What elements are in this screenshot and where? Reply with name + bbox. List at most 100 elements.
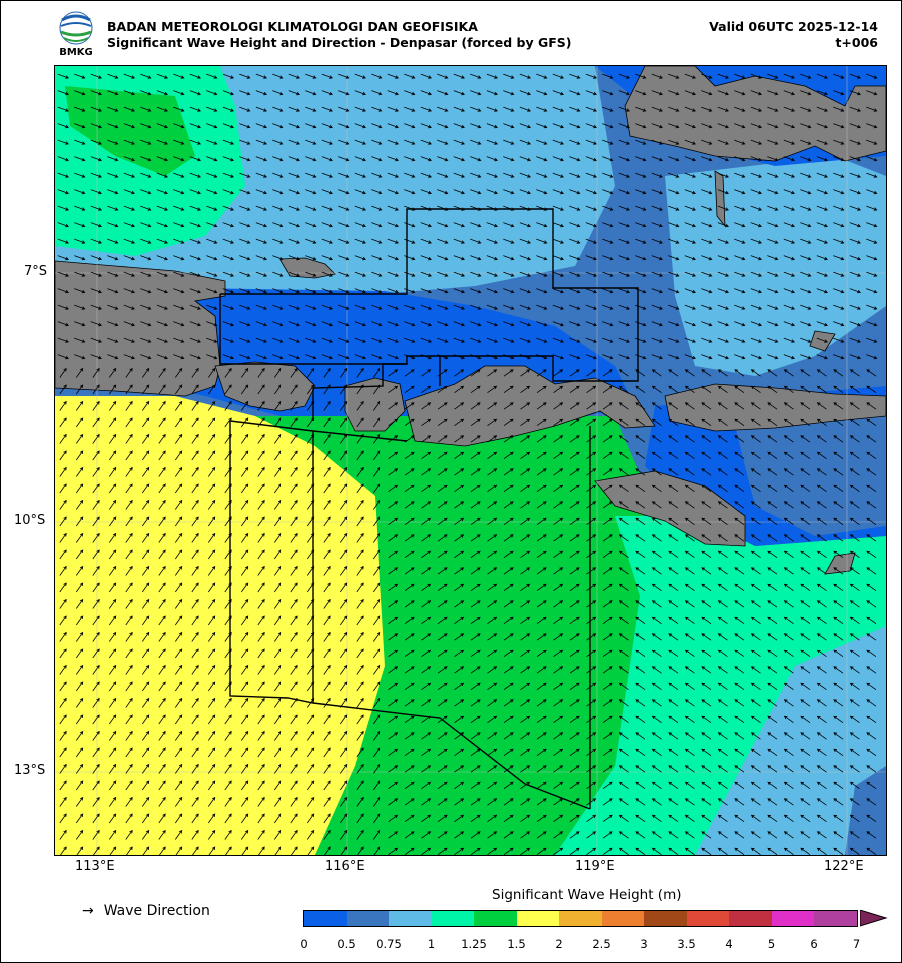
wave-arrow — [454, 814, 465, 823]
wave-arrow — [833, 222, 845, 228]
wave-arrow — [651, 616, 662, 625]
wave-arrow — [273, 829, 282, 840]
wave-arrow — [767, 73, 779, 79]
wave-arrow — [107, 90, 119, 96]
wave-arrow — [519, 73, 531, 79]
wave-arrow — [487, 484, 498, 493]
wave-arrow — [585, 238, 597, 244]
wave-arrow — [750, 139, 762, 145]
wave-arrow — [57, 205, 69, 211]
wave-arrow — [586, 435, 597, 443]
wave-arrow — [141, 829, 150, 840]
wave-arrow — [734, 831, 745, 839]
wave-arrow — [255, 304, 267, 310]
wave-arrow — [553, 567, 564, 575]
wave-arrow — [651, 732, 662, 740]
wave-arrow — [783, 106, 795, 112]
wave-arrow — [569, 583, 580, 592]
wave-arrow — [849, 550, 860, 559]
wave-arrow — [437, 550, 448, 559]
wave-arrow — [387, 337, 399, 343]
wave-arrow — [585, 337, 597, 343]
wave-arrow — [635, 798, 646, 806]
wave-arrow — [767, 781, 778, 790]
wave-arrow — [849, 814, 860, 823]
wave-arrow — [849, 321, 861, 327]
wave-arrow — [57, 337, 69, 343]
wave-arrow — [306, 747, 315, 758]
wave-arrow — [404, 798, 415, 806]
wave-arrow — [717, 139, 729, 145]
wave-arrow — [189, 271, 201, 277]
wave-arrow — [123, 354, 135, 360]
wave-arrow — [125, 829, 133, 840]
wave-arrow — [734, 385, 745, 394]
wave-arrow — [750, 517, 761, 526]
wave-arrow — [191, 763, 199, 774]
wave-arrow — [140, 172, 152, 178]
wave-arrow — [618, 304, 630, 310]
wave-arrow — [503, 451, 514, 460]
wave-arrow — [189, 255, 201, 261]
wave-arrow — [305, 321, 317, 327]
wave-arrow — [536, 781, 547, 790]
wave-arrow — [569, 814, 580, 823]
wave-arrow — [339, 466, 348, 477]
wave-arrow — [602, 699, 613, 707]
wave-arrow — [701, 847, 712, 855]
wave-arrow — [305, 205, 317, 211]
wave-arrow — [569, 699, 580, 707]
wave-arrow — [90, 73, 102, 79]
wave-arrow — [553, 600, 564, 608]
wave-arrow — [816, 567, 827, 575]
wave-arrow — [816, 304, 828, 310]
wave-arrow — [305, 139, 317, 145]
wave-arrow — [569, 321, 581, 327]
wave-arrow — [404, 484, 415, 493]
wave-arrow — [174, 367, 183, 378]
wave-arrow — [602, 402, 613, 410]
wave-arrow — [602, 354, 614, 360]
wave-arrow — [767, 715, 778, 724]
wave-arrow — [470, 255, 482, 261]
wave-arrow — [437, 418, 448, 427]
wave-arrow — [257, 367, 265, 378]
wave-arrow — [569, 798, 580, 806]
wave-arrow — [173, 205, 185, 211]
wave-arrow — [767, 798, 778, 806]
wave-arrow — [141, 697, 150, 708]
wave-arrow — [59, 829, 67, 840]
wave-arrow — [487, 798, 498, 806]
wave-arrow — [470, 304, 482, 310]
wave-arrow — [486, 255, 498, 261]
wave-arrow — [224, 747, 232, 758]
wave-arrow — [717, 550, 728, 559]
wave-arrow — [387, 288, 399, 294]
wave-arrow — [800, 337, 812, 343]
wave-arrow — [569, 616, 580, 625]
wave-arrow — [586, 682, 597, 691]
wave-arrow — [158, 483, 166, 494]
wave-arrow — [437, 567, 448, 575]
wave-arrow — [783, 304, 795, 310]
wave-arrow — [767, 831, 778, 839]
wave-arrow — [519, 304, 531, 310]
wave-arrow — [92, 829, 100, 840]
wave-arrow — [158, 796, 166, 807]
wave-arrow — [421, 748, 432, 757]
wave-arrow — [108, 681, 117, 692]
wave-arrow — [207, 450, 216, 461]
wave-arrow — [651, 435, 662, 443]
wave-arrow — [602, 172, 614, 178]
wave-arrow — [206, 90, 218, 96]
wave-arrow — [717, 385, 728, 394]
wave-arrow — [684, 222, 696, 228]
wave-arrow — [800, 847, 811, 855]
wave-arrow — [783, 288, 795, 294]
wave-arrow — [372, 664, 381, 675]
wave-arrow — [734, 699, 745, 707]
wave-arrow — [140, 73, 152, 79]
wave-arrow — [717, 304, 729, 310]
wave-arrow — [108, 730, 117, 741]
wave-arrow — [404, 369, 415, 377]
